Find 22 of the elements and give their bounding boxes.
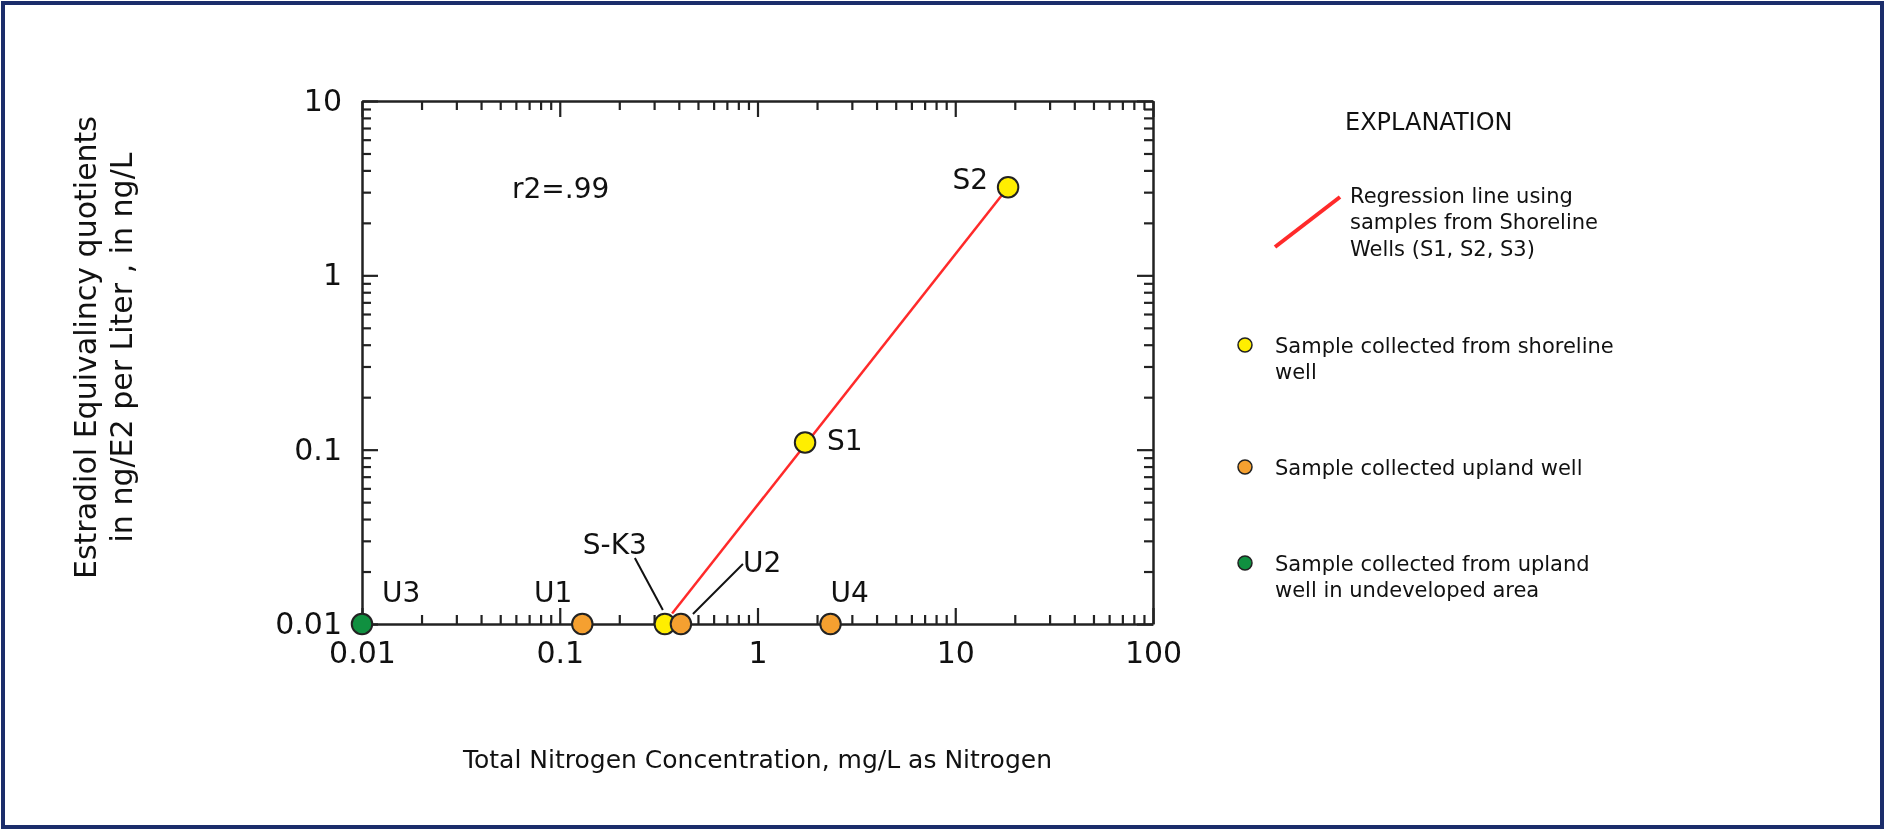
annotation: U1 bbox=[533, 576, 573, 609]
x-tick-label: 1 bbox=[748, 635, 768, 671]
annotation: U4 bbox=[830, 576, 869, 609]
y-tick-label: 10 bbox=[303, 83, 342, 119]
legend-label: Sample collected from shoreline well bbox=[1275, 334, 1614, 385]
legend-label: Sample collected from upland well in undeveloped area bbox=[1275, 552, 1590, 603]
y-tick-label: 1 bbox=[322, 257, 342, 293]
legend-label: Regression line using samples from Shoreline Wells (S1, S2, S3) bbox=[1350, 184, 1598, 261]
annotation: S2 bbox=[952, 163, 989, 197]
y-tick-label: 0.1 bbox=[294, 431, 342, 467]
annotation: U2 bbox=[742, 546, 782, 579]
y-axis-title: Estradiol Equivalincy quotients in ng/E2 per Liter , in ng/L bbox=[68, 116, 139, 579]
annotation: U3 bbox=[382, 576, 421, 609]
x-tick-label: 100 bbox=[1124, 635, 1183, 671]
legend-label: Sample collected upland well bbox=[1275, 456, 1583, 480]
x-tick-label: 10 bbox=[936, 635, 975, 671]
annotation: r2=.99 bbox=[512, 172, 610, 205]
legend-title: EXPLANATION bbox=[1345, 108, 1513, 136]
x-axis-title: Total Nitrogen Concentration, mg/L as Nitrogen bbox=[462, 745, 1052, 774]
annotation: S-K3 bbox=[582, 528, 647, 561]
x-tick-label: 0.1 bbox=[536, 635, 585, 671]
annotation: S1 bbox=[827, 424, 863, 458]
